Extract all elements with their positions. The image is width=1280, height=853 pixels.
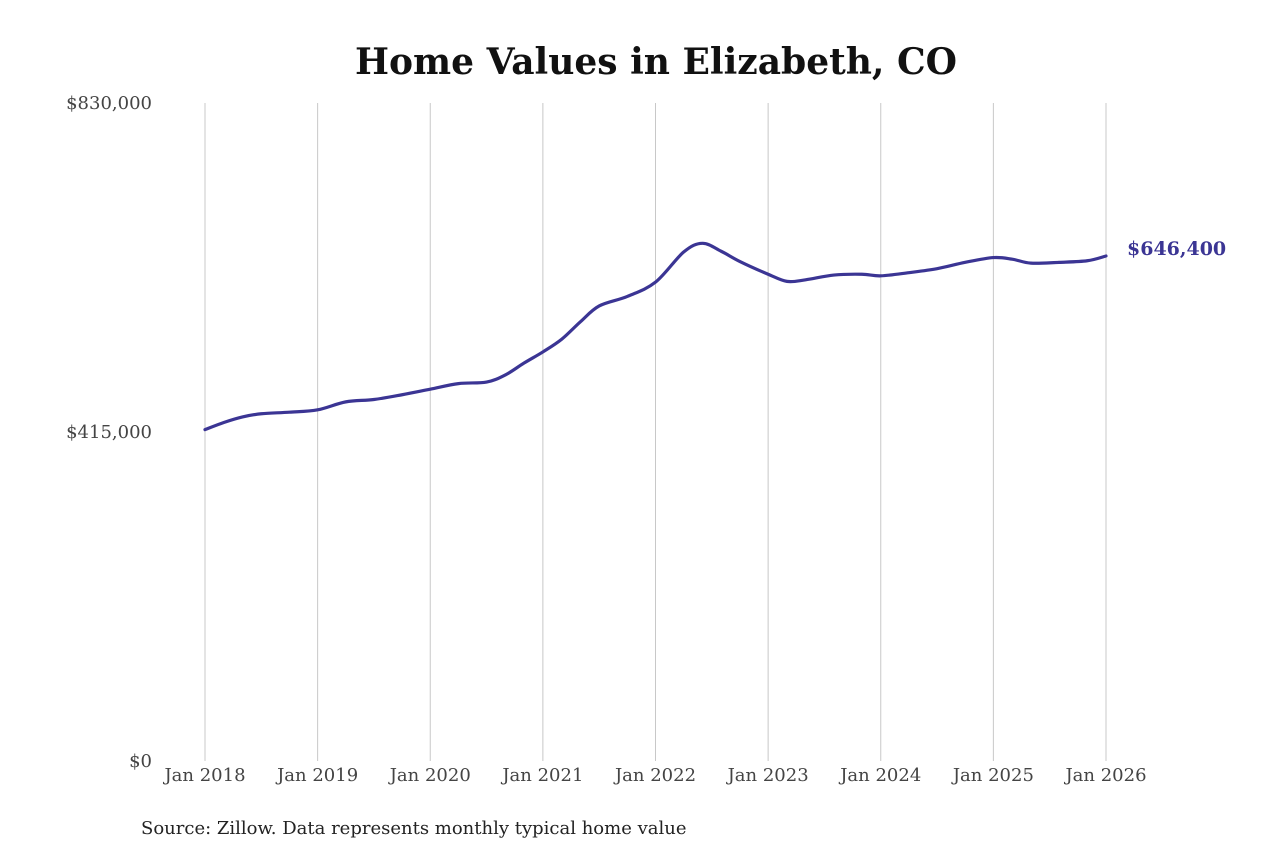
end-value-label: $646,400 — [1127, 238, 1226, 260]
x-tick-label: Jan 2024 — [838, 765, 921, 786]
x-tick-label: Jan 2018 — [162, 765, 245, 786]
x-tick-label: Jan 2023 — [726, 765, 809, 786]
y-axis: $830,000 $415,000 $0 — [66, 93, 152, 772]
x-tick-label: Jan 2020 — [388, 765, 471, 786]
y-tick-label: $0 — [129, 751, 152, 772]
x-tick-label: Jan 2026 — [1063, 765, 1146, 786]
chart-title: Home Values in Elizabeth, CO — [355, 41, 957, 83]
series-layer: $646,400 — [203, 238, 1226, 432]
source-note: Source: Zillow. Data represents monthly … — [141, 818, 687, 839]
y-tick-label: $415,000 — [66, 422, 152, 443]
x-tick-label: Jan 2019 — [275, 765, 358, 786]
x-tick-label: Jan 2022 — [613, 765, 696, 786]
x-tick-label: Jan 2025 — [951, 765, 1034, 786]
y-tick-label: $830,000 — [66, 93, 152, 114]
grid-layer — [204, 103, 1107, 761]
x-tick-label: Jan 2021 — [500, 765, 583, 786]
series-line-0 — [203, 241, 1108, 432]
x-axis: Jan 2018 Jan 2019 Jan 2020 Jan 2021 Jan 2022… — [162, 765, 1146, 786]
